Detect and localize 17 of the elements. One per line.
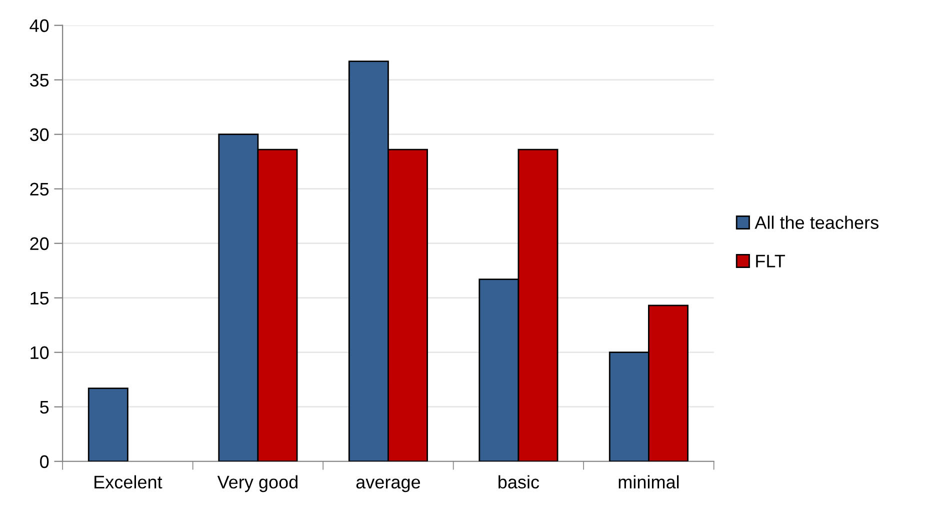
x-tick-label: minimal — [618, 475, 679, 489]
legend-label: All the teachers — [754, 216, 878, 229]
y-tick-label: 35 — [30, 74, 49, 87]
bar — [88, 388, 128, 462]
y-tick-label: 25 — [30, 182, 49, 196]
x-tick-label: Excelent — [94, 475, 162, 489]
x-tick-label: Very good — [217, 475, 298, 492]
y-tick-label: 15 — [30, 292, 49, 305]
y-tick-label: 10 — [30, 346, 49, 360]
x-tick-label: average — [356, 478, 420, 492]
y-tick-label: 30 — [30, 128, 49, 142]
y-tick-label: 20 — [30, 237, 49, 250]
legend-label: FLT — [756, 254, 786, 268]
y-tick-label: 5 — [40, 400, 49, 414]
y-tick-label: 40 — [30, 19, 49, 32]
y-tick-label: 0 — [40, 455, 49, 468]
x-tick-label: basic — [498, 475, 540, 489]
